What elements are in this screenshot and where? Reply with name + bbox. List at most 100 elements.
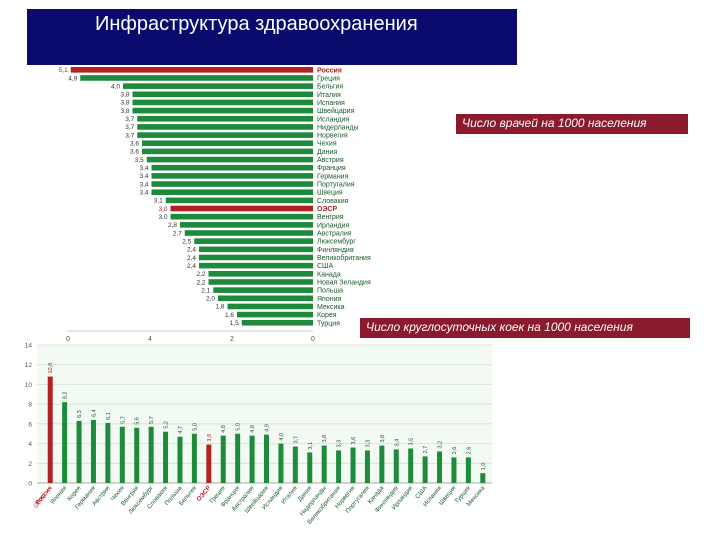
value-label: 3,4 (139, 190, 148, 197)
value-label: 2,7 (423, 446, 429, 454)
bar (62, 402, 68, 483)
category-label: Бельгия (317, 84, 343, 91)
bar (142, 140, 313, 147)
category-label: Италия (317, 92, 341, 99)
category-label: Япония (317, 296, 342, 303)
value-label: 3,5 (409, 438, 415, 446)
category-label: Корея (317, 312, 337, 319)
category-label: Греция (317, 75, 340, 82)
category-label: Россия (317, 67, 342, 74)
bar (47, 376, 53, 483)
bar (278, 443, 284, 483)
bar (90, 419, 96, 483)
value-label: 3,4 (139, 173, 148, 180)
y-tick-label: 14 (25, 343, 33, 350)
category-label: Новая Зеландия (317, 279, 371, 286)
value-label: 10,8 (48, 363, 54, 374)
value-label: 3,1 (308, 442, 314, 450)
category-label: Турция (317, 320, 340, 327)
value-label: 4,7 (178, 426, 184, 434)
bar (393, 449, 399, 483)
category-label: Люксембург (317, 238, 356, 246)
value-label: 2,8 (168, 222, 177, 229)
value-label: 4,9 (265, 424, 271, 432)
bar (191, 433, 197, 483)
bar (177, 436, 183, 483)
value-label: 3,8 (322, 435, 328, 443)
bar (199, 246, 313, 253)
value-label: 5,2 (164, 421, 170, 429)
y-tick-label: 2 (28, 461, 32, 468)
value-label: 3,8 (380, 435, 386, 443)
value-label: 1,6 (225, 312, 234, 319)
value-label: 4,9 (68, 75, 77, 82)
bar (146, 156, 313, 163)
value-label: 6,1 (106, 412, 112, 420)
value-label: 4,0 (111, 83, 120, 90)
value-label: 2,0 (206, 296, 215, 303)
value-label: 3,4 (139, 165, 148, 172)
tick-label: 2 (230, 336, 234, 343)
bar (194, 238, 313, 244)
value-label: 5,7 (149, 416, 155, 424)
bar (199, 262, 313, 269)
value-label: 2,6 (466, 447, 472, 455)
bar (105, 422, 111, 483)
category-label: Венгрия (317, 214, 344, 221)
bar (184, 230, 313, 236)
bar (451, 457, 457, 483)
bar (170, 205, 313, 212)
category-label: Мексика (317, 304, 345, 311)
bar (237, 311, 313, 318)
value-label: 5,1 (59, 67, 68, 74)
category-label: Канада (317, 271, 341, 278)
y-tick-label: 8 (28, 402, 32, 409)
category-label: Австрия (317, 157, 344, 164)
value-label: 4,8 (221, 425, 227, 433)
value-label: 1,5 (230, 320, 239, 327)
category-label: Португалия (317, 182, 355, 189)
category-label: Франция (317, 165, 346, 172)
category-label: Испания (317, 100, 345, 107)
value-label: 3,4 (139, 181, 148, 188)
doctors-caption: Число врачей на 1000 населения (456, 114, 688, 134)
value-label: 3,7 (125, 124, 134, 131)
value-label: 3,3 (337, 440, 343, 448)
value-label: 3,4 (394, 439, 400, 447)
y-tick-label: 10 (25, 382, 33, 389)
bar (307, 452, 313, 483)
value-label: 1,8 (215, 304, 224, 311)
category-label: Австралия (317, 231, 352, 238)
bar (180, 222, 313, 228)
bar (264, 434, 269, 483)
value-label: 3,1 (154, 198, 163, 205)
bar (465, 457, 471, 483)
bar (206, 444, 212, 483)
value-label: 3,7 (125, 132, 134, 139)
value-label: 3,7 (293, 436, 299, 444)
value-label: 2,4 (187, 263, 196, 270)
category-label: Норвегия (317, 133, 348, 140)
bar (480, 473, 486, 483)
bar (80, 75, 313, 81)
value-label: 2,5 (182, 238, 191, 245)
value-label: 3,6 (130, 149, 139, 156)
bar (151, 164, 313, 171)
tick-label: 0 (66, 336, 70, 343)
category-label: Чехия (317, 141, 337, 148)
value-label: 1,0 (481, 462, 487, 470)
bar (208, 271, 313, 277)
category-label: Финляндия (317, 247, 354, 254)
beds-caption: Число круглосуточных коек на 1000 населе… (360, 318, 690, 338)
value-label: 3,6 (130, 141, 139, 148)
bar (241, 319, 313, 326)
bar (165, 197, 313, 204)
category-label: Великобритания (317, 254, 371, 262)
value-label: 2,2 (196, 279, 205, 286)
category-label: ОЭСР (317, 206, 337, 213)
value-label: 2,1 (201, 287, 210, 294)
category-label: Словакия (317, 198, 349, 205)
bar (422, 456, 428, 483)
